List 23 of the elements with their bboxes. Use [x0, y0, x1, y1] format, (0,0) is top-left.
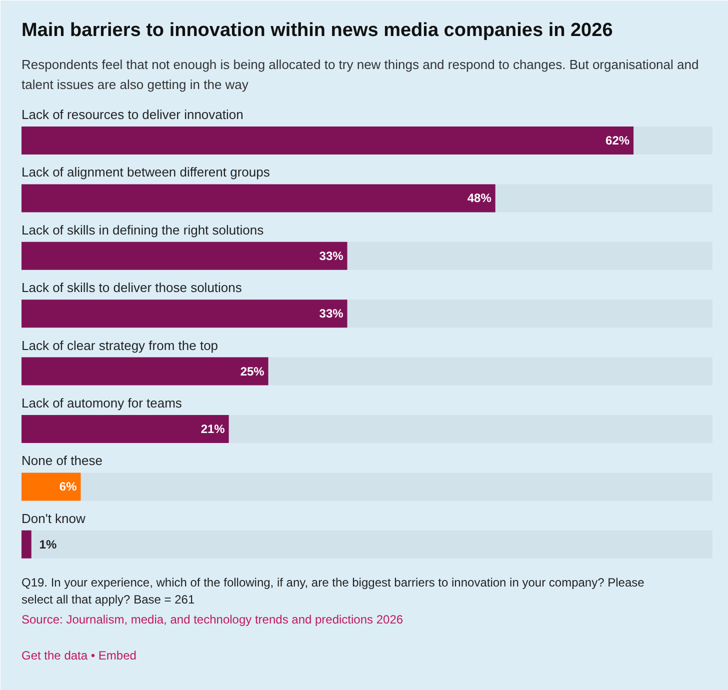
y-tick-label: None of these: [22, 453, 102, 468]
data-label: 33%: [319, 306, 344, 321]
data-label: 1%: [39, 537, 57, 552]
data-label: 25%: [240, 364, 265, 378]
y-tick-label: Lack of clear strategy from the top: [22, 338, 218, 353]
chart-title: Main barriers to innovation within news media companies in 2026: [22, 20, 613, 41]
y-tick-label: Lack of resources to deliver innovation: [22, 107, 244, 122]
text: Q19. In your experience, which of the following, if any, are the biggest barriers to innovation in your company? Please select all that apply? Base = 261: [22, 576, 645, 606]
data-label: 6%: [59, 480, 78, 494]
data-label: 33%: [319, 248, 344, 263]
y-tick-label: Lack of skills in defining the right solutions: [22, 222, 264, 238]
bar: [22, 530, 32, 558]
data-label: 21%: [200, 422, 226, 436]
text: Get the data • Embed: [22, 648, 136, 662]
data-label: 48%: [467, 191, 492, 206]
y-tick-label: Lack of alignment between different groups: [22, 164, 270, 180]
bar: [22, 472, 81, 501]
source-note: Source: Journalism, media, and technology trends and predictions 2026: [22, 612, 404, 626]
chart-subtitle: Respondents feel that not enough is being allocated to try new things and respond to changes. But organisational and talent issues are also getting in the way: [22, 57, 699, 92]
y-tick-label: Don't know: [22, 510, 86, 526]
data-label: 62%: [606, 134, 630, 148]
y-tick-label: Lack of automony for teams: [22, 396, 182, 410]
y-tick-label: Lack of skills to deliver those solutions: [22, 280, 242, 296]
